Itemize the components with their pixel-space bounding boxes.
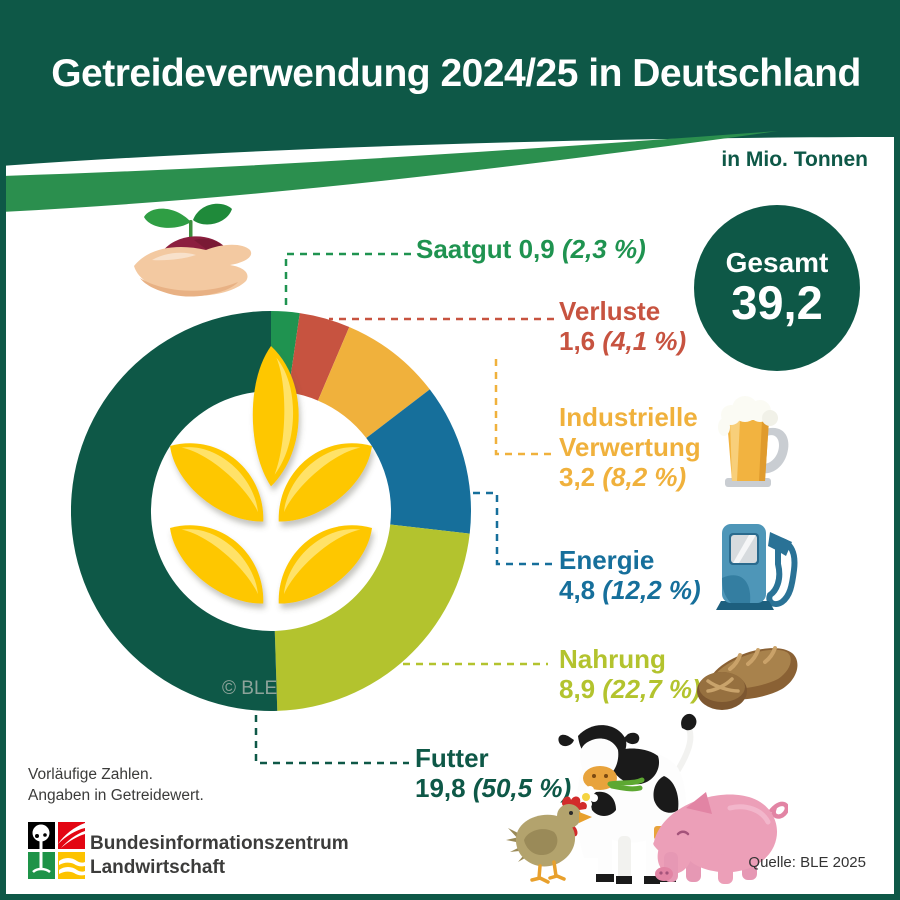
leader-futter: [254, 715, 409, 765]
futter-name: Futter: [415, 743, 489, 773]
leader-saatgut: [284, 252, 411, 309]
leader-lines: [254, 252, 554, 765]
leader-industrielle: [494, 359, 552, 456]
callout-industrielle-verwertung: Industrielle Verwertung 3,2 (8,2 %): [559, 402, 701, 492]
footnote-line2: Angaben in Getreidewert.: [28, 787, 204, 804]
header-shape: [6, 6, 894, 166]
fuel-pump-icon: [716, 524, 798, 610]
saatgut-value: 0,9: [518, 234, 555, 264]
futter-pct: (50,5 %): [472, 773, 572, 803]
donut-segment-industrielle-verwertung: [317, 326, 430, 439]
verluste-value: 1,6: [559, 326, 596, 356]
wheat-ear-icon: [170, 346, 372, 604]
verluste-name: Verluste: [559, 296, 661, 326]
verluste-pct: (4,1 %): [602, 326, 687, 356]
nahrung-value: 8,9: [559, 674, 596, 704]
page-title: Getreideverwendung 2024/25 in Deutschlan…: [51, 52, 861, 95]
nahrung-name: Nahrung: [559, 644, 666, 674]
donut-segment-verluste: [288, 313, 350, 401]
hand-seedling-icon: [134, 203, 252, 297]
logo-line2: Landwirtschaft: [90, 857, 226, 878]
ble-logo: [28, 822, 85, 879]
energie-pct: (12,2 %): [602, 575, 701, 605]
callout-nahrung: Nahrung 8,9 (22,7 %): [559, 644, 701, 704]
callout-energie: Energie 4,8 (12,2 %): [559, 545, 701, 605]
energie-name: Energie: [559, 545, 655, 575]
footnote: Vorläufige Zahlen. Angaben in Getreidewe…: [28, 764, 204, 806]
bread-icon: [697, 646, 798, 710]
beer-mug-icon: [718, 396, 789, 487]
industrielle-name-line2: Verwertung: [559, 432, 701, 462]
chicken-icon: [506, 796, 592, 884]
industrielle-pct: (8,2 %): [602, 462, 687, 492]
total-value: 39,2: [731, 276, 823, 329]
industrielle-value: 3,2: [559, 462, 596, 492]
header-swoosh: [6, 131, 778, 212]
callout-verluste: Verluste 1,6 (4,1 %): [559, 296, 686, 356]
logo-line1: Bundesinformationszentrum: [90, 833, 349, 854]
saatgut-pct: (2,3 %): [561, 234, 646, 264]
source-label: Quelle: BLE 2025: [748, 854, 866, 871]
cow-icon: [558, 713, 697, 884]
futter-value: 19,8: [415, 773, 466, 803]
energie-value: 4,8: [559, 575, 596, 605]
donut-segment-nahrung: [274, 524, 470, 711]
pig-icon: [653, 792, 788, 884]
logo-text: Bundesinformationszentrum Landwirtschaft: [90, 832, 349, 880]
leader-energie: [473, 491, 552, 566]
industrielle-name-line1: Industrielle: [559, 402, 698, 432]
total-badge: Gesamt 39,2: [694, 205, 860, 371]
total-label: Gesamt: [725, 247, 829, 278]
callout-futter: Futter 19,8 (50,5 %): [415, 743, 571, 803]
donut-segment-futter: [71, 311, 278, 711]
nahrung-pct: (22,7 %): [602, 674, 701, 704]
donut-segment-energie: [366, 389, 471, 534]
ble-watermark: © BLE: [222, 678, 278, 699]
header-band: [6, 6, 894, 212]
callout-saatgut: Saatgut 0,9 (2,3 %): [416, 234, 646, 264]
footnote-line1: Vorläufige Zahlen.: [28, 766, 153, 783]
saatgut-name: Saatgut: [416, 234, 512, 264]
unit-label: in Mio. Tonnen: [721, 148, 868, 171]
